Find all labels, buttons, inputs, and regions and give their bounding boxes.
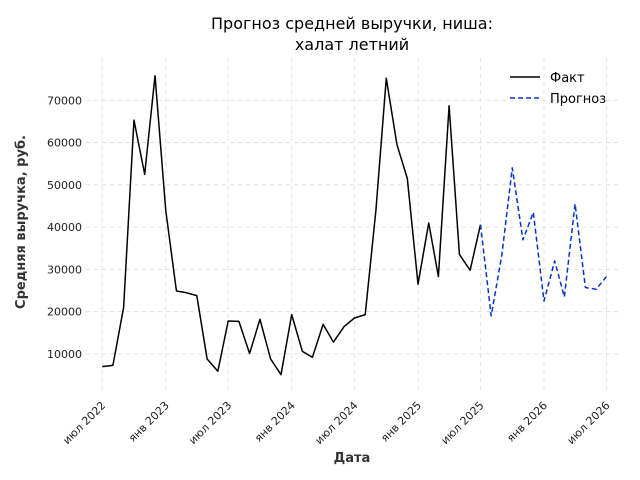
x-tick-label: янв 2025 bbox=[378, 399, 424, 445]
series-layer bbox=[102, 75, 608, 376]
y-tick-label: 50000 bbox=[47, 179, 82, 192]
y-tick-label: 10000 bbox=[47, 348, 82, 361]
x-tick-label: июл 2023 bbox=[186, 399, 234, 447]
series-line-fact bbox=[102, 75, 482, 376]
y-axis-ticks: 10000 20000 30000 40000 50000 60000 70000 bbox=[47, 94, 82, 361]
x-axis-label: Дата bbox=[334, 451, 371, 466]
legend: Факт Прогноз bbox=[510, 71, 606, 107]
x-tick-label: июл 2022 bbox=[60, 399, 108, 447]
y-tick-label: 70000 bbox=[47, 94, 82, 107]
y-tick-label: 20000 bbox=[47, 306, 82, 319]
legend-label-fact: Факт bbox=[550, 71, 585, 86]
chart-title-line-1: Прогноз средней выручки, ниша: bbox=[211, 14, 493, 33]
y-tick-label: 60000 bbox=[47, 137, 82, 150]
x-tick-label: янв 2024 bbox=[252, 399, 298, 445]
x-tick-label: янв 2026 bbox=[504, 399, 550, 445]
y-tick-label: 30000 bbox=[47, 263, 82, 276]
x-axis-ticks: июл 2022 янв 2023 июл 2023 янв 2024 июл 2024… bbox=[60, 399, 612, 447]
x-tick-label: июл 2025 bbox=[439, 399, 487, 447]
series-line-forecast bbox=[479, 167, 608, 317]
x-tick-label: июл 2024 bbox=[313, 399, 361, 447]
x-tick-label: июл 2026 bbox=[565, 399, 613, 447]
x-tick-label: янв 2023 bbox=[126, 399, 172, 445]
y-tick-label: 40000 bbox=[47, 221, 82, 234]
y-axis-label: Средняя выручка, руб. bbox=[14, 135, 29, 309]
chart-title-line-2: халат летний bbox=[295, 35, 409, 54]
grid bbox=[86, 58, 622, 392]
legend-label-forecast: Прогноз bbox=[550, 92, 606, 107]
